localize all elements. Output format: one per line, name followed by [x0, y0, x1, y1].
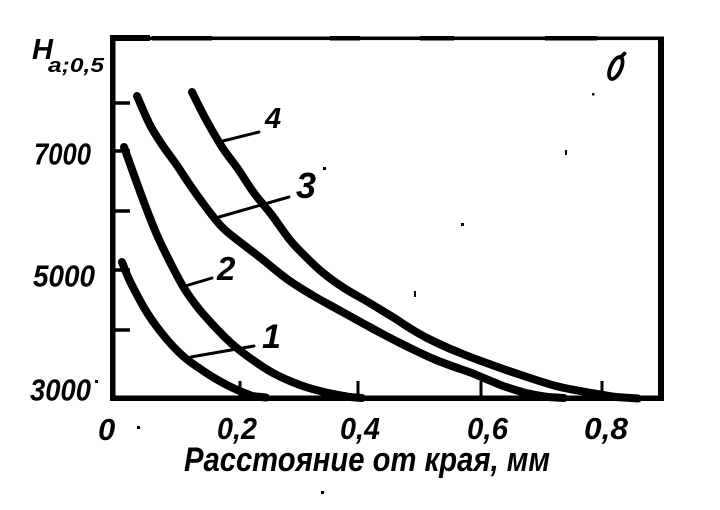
svg-text:3000: 3000 — [30, 373, 91, 408]
svg-text:0,6: 0,6 — [467, 411, 509, 446]
svg-text:2: 2 — [216, 250, 236, 287]
svg-text:4: 4 — [264, 103, 281, 135]
svg-text:5000: 5000 — [33, 259, 95, 294]
svg-text:0,2: 0,2 — [217, 411, 257, 446]
svg-text:H: H — [32, 34, 54, 66]
svg-text:0: 0 — [98, 412, 115, 447]
svg-text:3: 3 — [296, 165, 316, 206]
svg-text:0,4: 0,4 — [340, 411, 380, 446]
svg-text:0,8: 0,8 — [584, 411, 629, 446]
svg-text:Расстояние от края, мм: Расстояние от края, мм — [184, 441, 550, 479]
svg-text:7000: 7000 — [34, 137, 91, 172]
svg-text:1: 1 — [262, 318, 281, 356]
svg-text:а;0,5: а;0,5 — [48, 55, 105, 77]
